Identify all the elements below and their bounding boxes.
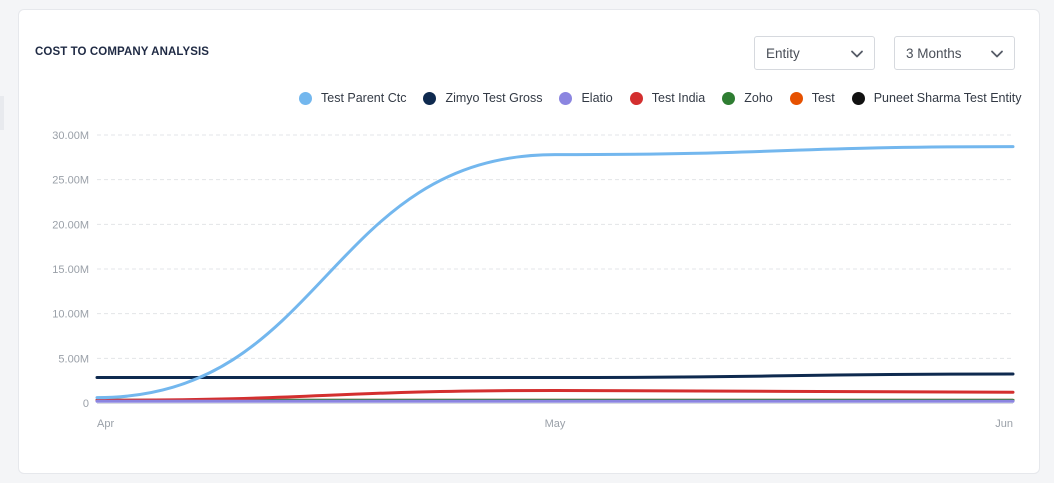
y-tick-label: 15.00M bbox=[52, 264, 89, 276]
x-tick-label: Apr bbox=[97, 418, 114, 430]
legend-label: Test Parent Ctc bbox=[321, 91, 407, 105]
legend-dot bbox=[629, 91, 643, 105]
page-left-strip bbox=[0, 96, 4, 130]
y-tick-label: 5.00M bbox=[58, 353, 89, 365]
entity-select-label: Entity bbox=[766, 46, 800, 61]
legend-item-test-parent-ctc[interactable]: Test Parent Ctc bbox=[299, 91, 406, 105]
period-select-label: 3 Months bbox=[906, 46, 962, 61]
legend-item-puneet-sharma-test-entity[interactable]: Puneet Sharma Test Entity bbox=[851, 91, 1022, 105]
period-select[interactable]: 3 Months bbox=[894, 36, 1015, 70]
series-line-test-parent-ctc bbox=[95, 145, 1015, 400]
x-tick-label: May bbox=[545, 418, 566, 430]
y-tick-label: 20.00M bbox=[52, 219, 89, 231]
legend-dot bbox=[851, 91, 865, 105]
legend-item-elatio[interactable]: Elatio bbox=[559, 91, 613, 105]
chevron-down-icon bbox=[851, 50, 863, 58]
y-tick-label: 30.00M bbox=[52, 130, 89, 142]
legend-item-zimyo-test-gross[interactable]: Zimyo Test Gross bbox=[423, 91, 542, 105]
legend-label: Zimyo Test Gross bbox=[445, 91, 543, 105]
legend-label: Puneet Sharma Test Entity bbox=[873, 91, 1022, 105]
y-tick-label: 10.00M bbox=[52, 309, 89, 321]
y-tick-label: 0 bbox=[83, 398, 89, 410]
legend-item-zoho[interactable]: Zoho bbox=[722, 91, 773, 105]
legend-label: Elatio bbox=[581, 91, 613, 105]
legend-dot bbox=[423, 91, 437, 105]
legend-label: Test India bbox=[651, 91, 706, 105]
legend-label: Test bbox=[811, 91, 835, 105]
legend-item-test-india[interactable]: Test India bbox=[629, 91, 706, 105]
legend-item-test[interactable]: Test bbox=[789, 91, 835, 105]
legend-dot bbox=[789, 91, 803, 105]
legend-label: Zoho bbox=[744, 91, 773, 105]
x-tick-label: Jun bbox=[995, 418, 1013, 430]
card-title: COST TO COMPANY ANALYSIS bbox=[35, 46, 210, 58]
series-line-zimyo-test-gross bbox=[95, 372, 1015, 380]
chart-legend: Test Parent Ctc Zimyo Test Gross Elatio Tes… bbox=[299, 90, 1021, 106]
legend-dot bbox=[722, 91, 736, 105]
chevron-down-icon bbox=[991, 50, 1003, 58]
entity-select[interactable]: Entity bbox=[754, 36, 875, 70]
cost-analysis-card: COST TO COMPANY ANALYSIS Entity 3 Months… bbox=[18, 9, 1040, 474]
legend-dot bbox=[559, 91, 573, 105]
legend-dot bbox=[299, 91, 312, 105]
series-line-test-india bbox=[95, 388, 1015, 402]
y-tick-label: 25.00M bbox=[52, 175, 89, 187]
